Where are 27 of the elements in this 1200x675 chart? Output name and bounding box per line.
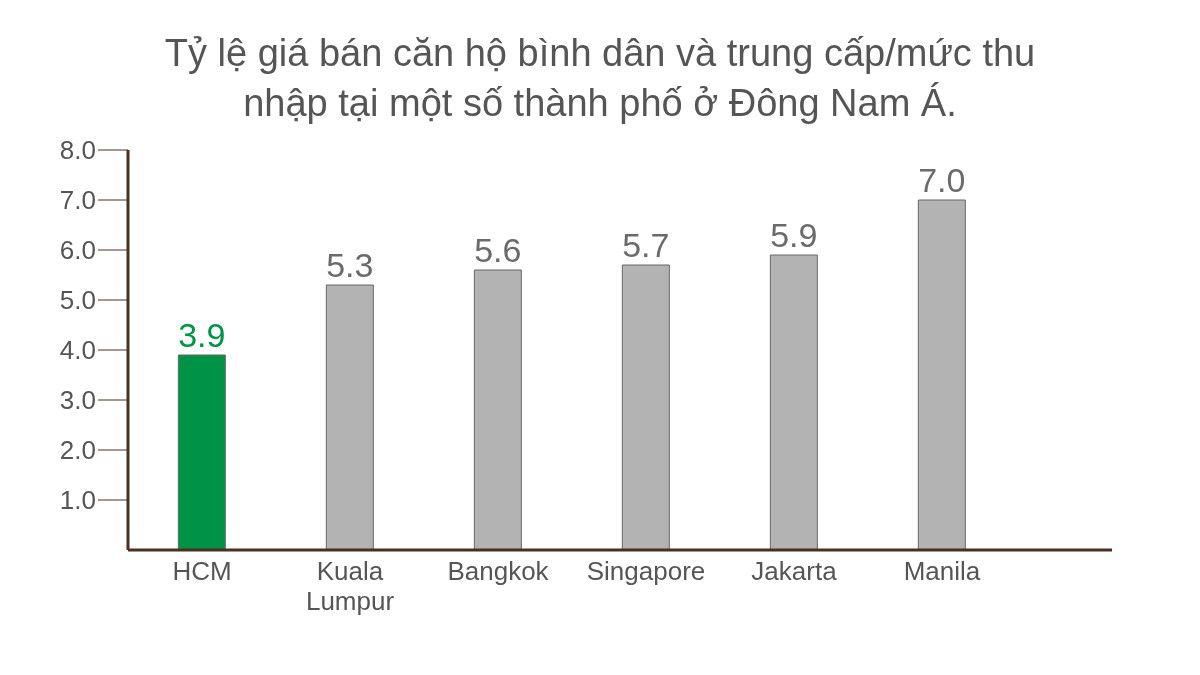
bar	[325, 284, 374, 550]
y-tick-label: 8.0	[59, 135, 96, 166]
y-tick-label: 7.0	[59, 185, 96, 216]
y-tick-label: 3.0	[59, 385, 96, 416]
bar	[621, 264, 670, 550]
x-tick-label: Bangkok	[447, 556, 550, 586]
bar	[473, 269, 522, 550]
bar	[769, 254, 818, 550]
data-label: 5.9	[770, 216, 818, 254]
data-label: 5.6	[474, 231, 522, 269]
y-tick-label: 1.0	[59, 485, 96, 516]
x-tick-label: HCM	[172, 556, 232, 586]
x-tick-label: Jakarta	[751, 556, 838, 586]
data-label: 7.0	[918, 161, 966, 199]
y-tick-label: 5.0	[59, 285, 96, 316]
data-label: 5.7	[622, 226, 670, 264]
x-tick-label: Manila	[903, 556, 981, 586]
x-tick-label: Singapore	[586, 556, 706, 586]
chart-title: Tỷ lệ giá bán căn hộ bình dân và trung cấp/mức thu nhập tại một số thành phố ở Đông Nam Á.	[164, 32, 1036, 124]
data-label: 5.3	[326, 246, 374, 284]
bar	[917, 199, 966, 550]
x-tick-label: Kuala Lumpur	[305, 556, 395, 616]
y-tick-label: 6.0	[59, 235, 96, 266]
bar	[177, 354, 226, 550]
y-tick-label: 4.0	[59, 335, 96, 366]
y-tick-label: 2.0	[59, 435, 96, 466]
data-label: 3.9	[178, 316, 226, 354]
